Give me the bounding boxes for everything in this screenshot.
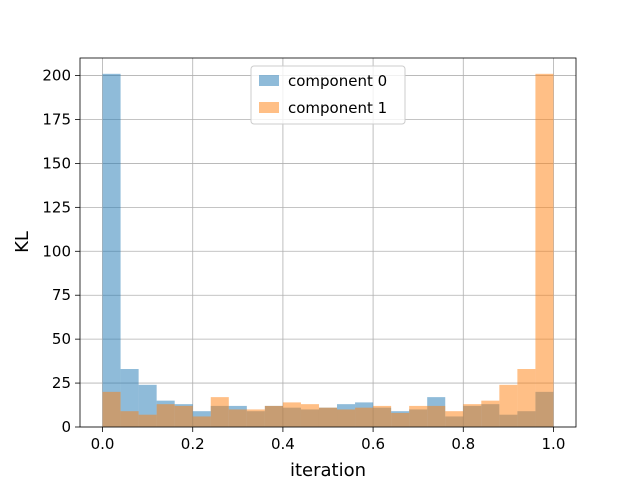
histogram-bar xyxy=(318,407,338,427)
x-axis-ticks: 0.0 0.2 0.4 0.6 0.8 1.0 xyxy=(91,427,566,453)
histogram-bar xyxy=(174,405,193,427)
histogram-bar xyxy=(373,405,392,427)
histogram-bar xyxy=(192,416,211,427)
x-tick-label: 1.0 xyxy=(542,435,566,453)
legend-swatch xyxy=(259,102,279,113)
histogram-bars xyxy=(102,73,554,428)
y-tick-label: 175 xyxy=(42,111,71,129)
y-tick-label: 150 xyxy=(42,154,71,172)
histogram-bar xyxy=(409,405,428,427)
histogram-bar xyxy=(391,412,410,427)
x-tick-label: 0.8 xyxy=(451,435,475,453)
y-axis-label: KL xyxy=(12,231,33,253)
legend-label: component 1 xyxy=(288,99,387,117)
legend: component 0 component 1 xyxy=(250,65,406,125)
histogram-bar xyxy=(264,405,283,427)
histogram-bar xyxy=(210,397,229,427)
series-1-bars xyxy=(102,73,554,428)
histogram-bar xyxy=(102,73,121,428)
histogram-bar xyxy=(517,369,536,427)
histogram-bar xyxy=(535,73,554,428)
y-tick-label: 75 xyxy=(52,286,71,304)
y-tick-label: 0 xyxy=(61,418,71,436)
legend-swatch xyxy=(259,75,279,86)
x-tick-label: 0.6 xyxy=(361,435,385,453)
histogram-bar xyxy=(481,400,500,427)
x-tick-label: 0.4 xyxy=(271,435,295,453)
legend-box xyxy=(250,65,406,125)
histogram-bar xyxy=(102,391,121,427)
histogram-bar xyxy=(228,409,247,427)
y-axis-ticks: 0 25 50 75 100 125 150 175 200 xyxy=(42,67,80,436)
legend-label: component 0 xyxy=(288,72,387,90)
histogram-bar xyxy=(282,402,301,427)
y-tick-label: 200 xyxy=(42,67,71,85)
series-0-bars xyxy=(102,73,554,428)
histogram-bar xyxy=(156,404,175,427)
plot-frame xyxy=(79,57,577,428)
y-tick-label: 100 xyxy=(42,242,71,260)
histogram-bar xyxy=(463,404,482,427)
histogram-bar xyxy=(337,409,356,427)
histogram-bar xyxy=(445,411,464,427)
y-tick-label: 125 xyxy=(42,198,71,216)
histogram-bar xyxy=(138,414,157,427)
x-tick-label: 0.2 xyxy=(181,435,205,453)
histogram-bar xyxy=(355,407,374,427)
y-tick-label: 50 xyxy=(52,330,71,348)
histogram-bar xyxy=(499,384,518,427)
y-tick-label: 25 xyxy=(52,374,71,392)
x-tick-label: 0.0 xyxy=(91,435,115,453)
x-axis-label: iteration xyxy=(290,460,366,480)
histogram-bar xyxy=(120,411,139,427)
histogram-bar xyxy=(300,404,319,427)
histogram-bar xyxy=(427,405,446,427)
histogram-bar xyxy=(246,409,265,427)
